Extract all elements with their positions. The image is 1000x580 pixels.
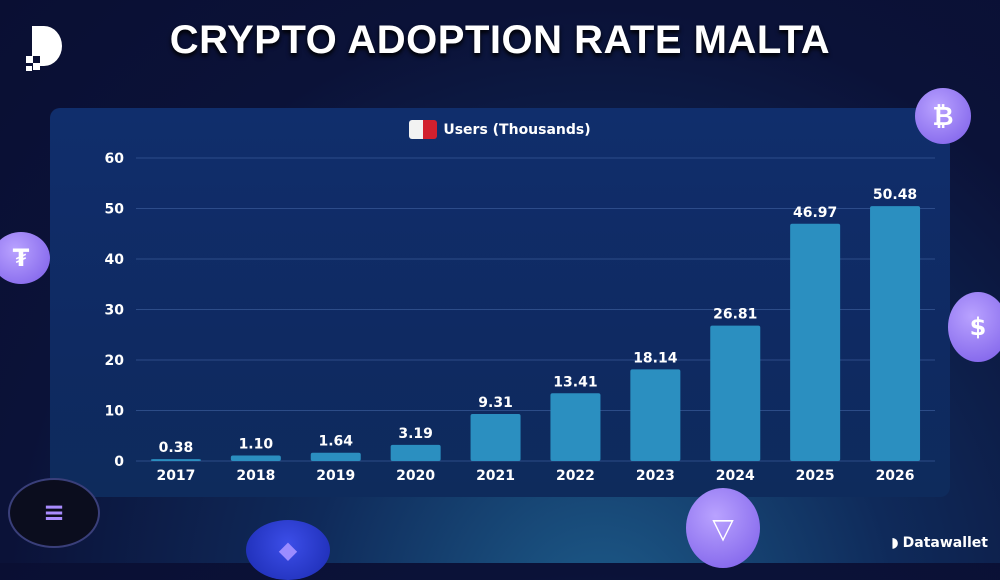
data-label: 46.97 <box>793 205 837 221</box>
datawallet-small-logo-icon: ◗ <box>891 535 899 551</box>
data-label: 1.64 <box>318 434 353 450</box>
bar <box>550 393 601 461</box>
bitcoin-coin-icon: ₿ <box>915 88 971 144</box>
datawallet-logo <box>26 26 62 71</box>
x-tick-label: 2019 <box>316 468 355 484</box>
bar <box>790 223 841 461</box>
tether-coin-icon: ₮ <box>0 232 50 284</box>
solana-coin-icon: ≡ <box>8 478 100 548</box>
x-tick-label: 2025 <box>796 468 835 484</box>
data-label: 26.81 <box>713 307 757 323</box>
y-tick-label: 30 <box>105 303 125 319</box>
y-tick-label: 50 <box>105 202 125 218</box>
x-tick-label: 2017 <box>156 468 195 484</box>
x-tick-label: 2026 <box>876 468 915 484</box>
y-tick-label: 20 <box>105 353 125 369</box>
x-tick-label: 2020 <box>396 468 435 484</box>
bar <box>390 444 441 461</box>
data-label: 1.10 <box>239 436 274 452</box>
legend-label: Users (Thousands) <box>443 121 591 138</box>
bar-chart: 0 10 20 30 40 50 60 0.38 2017 1.10 2018 1.64 2019 3.1… <box>105 151 935 484</box>
data-label: 9.31 <box>478 395 513 411</box>
usdc-coin-icon: $ <box>948 292 1000 362</box>
page-title: CRYPTO ADOPTION RATE MALTA <box>169 18 831 62</box>
y-tick-label: 10 <box>105 404 125 420</box>
malta-flag-icon <box>409 120 438 139</box>
y-tick-label: 0 <box>114 454 124 470</box>
brand-watermark: ◗ Datawallet <box>891 535 988 551</box>
bar <box>230 455 281 461</box>
x-tick-label: 2022 <box>556 468 595 484</box>
x-tick-label: 2023 <box>636 468 675 484</box>
data-label: 0.38 <box>159 440 194 456</box>
chart-legend: Users (Thousands) <box>0 120 1000 139</box>
bar <box>870 206 921 461</box>
data-label: 50.48 <box>873 187 917 203</box>
x-tick-label: 2024 <box>716 468 755 484</box>
x-tick-label: 2021 <box>476 468 515 484</box>
tron-coin-icon: ▽ <box>686 488 760 568</box>
ethereum-coin-icon: ◆ <box>246 520 330 580</box>
y-tick-label: 60 <box>105 151 125 167</box>
x-tick-label: 2018 <box>236 468 275 484</box>
bar <box>710 325 761 461</box>
data-label: 3.19 <box>398 426 433 442</box>
data-label: 13.41 <box>553 374 597 390</box>
bar <box>630 369 681 461</box>
data-label: 18.14 <box>633 350 678 366</box>
bar <box>470 413 521 461</box>
brand-name: Datawallet <box>902 535 988 551</box>
bar <box>150 459 201 461</box>
y-tick-label: 40 <box>105 252 125 268</box>
bar <box>310 452 361 461</box>
